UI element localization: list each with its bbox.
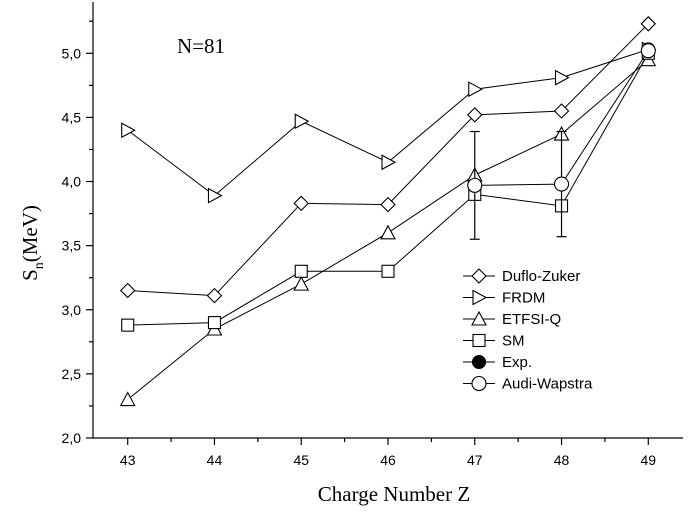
x-tick-label: 44 (207, 452, 223, 468)
legend-marker (471, 268, 487, 284)
x-tick-label: 47 (467, 452, 483, 468)
series-group (119, 16, 657, 407)
data-point (553, 103, 570, 119)
legend-item: Exp. (463, 354, 532, 371)
legend-label: Duflo-Zuker (502, 268, 580, 285)
x-tick-label: 43 (120, 452, 136, 468)
legend-label: ETFSI-Q (502, 311, 561, 328)
data-point (293, 195, 310, 212)
chart-annotation: N=81 (177, 34, 225, 58)
data-point (553, 176, 570, 192)
data-point (466, 107, 483, 123)
series-audi-wapstra (467, 43, 656, 240)
x-axis-label: Charge Number Z (318, 482, 470, 506)
legend-marker (472, 333, 486, 348)
y-tick-label: 3,5 (62, 238, 82, 254)
legend-marker (472, 289, 488, 306)
data-point (467, 177, 483, 193)
series-etfsi-q (119, 51, 657, 407)
data-point (121, 122, 136, 139)
legend-marker (471, 310, 487, 326)
legend-label: SM (502, 333, 525, 350)
y-tick-label: 3,0 (62, 302, 82, 318)
data-point (640, 43, 656, 59)
series-duflo-zuker (119, 16, 657, 304)
y-tick-label: 2,5 (62, 366, 82, 382)
data-point (468, 81, 483, 98)
legend-marker (471, 375, 487, 392)
axes: 43 44 45 46 47 48 49 2,0 2,5 3,0 3,5 4,0 4,5 5,0 (62, 2, 683, 468)
data-point (207, 316, 222, 330)
data-point (294, 264, 308, 278)
data-point (640, 16, 657, 32)
legend-item: FRDM (463, 290, 545, 307)
data-point (554, 69, 570, 86)
data-point (294, 113, 310, 130)
y-tick-label: 2,0 (62, 430, 82, 446)
y-axis-label: Sn(MeV) (18, 205, 47, 281)
legend-label: FRDM (502, 290, 545, 307)
legend-item: SM (463, 333, 525, 350)
y-tick-label: 4,0 (62, 174, 82, 190)
y-axis-label-main: S (18, 269, 42, 281)
x-tick-label: 48 (554, 452, 570, 468)
legend: Duflo-Zuker FRDM ETFSI-Q SM Exp. Audi-Wapstra (463, 268, 593, 393)
legend-item: Duflo-Zuker (463, 268, 580, 285)
legend-label: Exp. (502, 354, 532, 371)
legend-item: ETFSI-Q (463, 310, 561, 328)
data-point (380, 196, 396, 213)
y-axis-label-sub: n (32, 262, 47, 269)
y-tick-label: 5,0 (62, 45, 82, 61)
y-axis-label-suffix: (MeV) (18, 205, 42, 262)
series-line (127, 48, 649, 197)
x-tick-label: 45 (293, 452, 309, 468)
legend-marker (471, 354, 487, 370)
data-point (119, 391, 136, 407)
data-point (121, 318, 135, 332)
data-point (206, 287, 223, 304)
data-point (207, 187, 223, 204)
y-tick-label: 4,5 (62, 109, 82, 125)
data-point (381, 264, 395, 278)
legend-label: Audi-Wapstra (502, 376, 593, 393)
data-point (119, 282, 136, 299)
x-tick-label: 46 (380, 452, 396, 468)
x-tick-label: 49 (641, 452, 657, 468)
data-point (380, 224, 396, 240)
data-point (381, 154, 397, 171)
series-sm (121, 46, 655, 332)
legend-item: Audi-Wapstra (463, 376, 593, 393)
data-point (293, 275, 310, 291)
